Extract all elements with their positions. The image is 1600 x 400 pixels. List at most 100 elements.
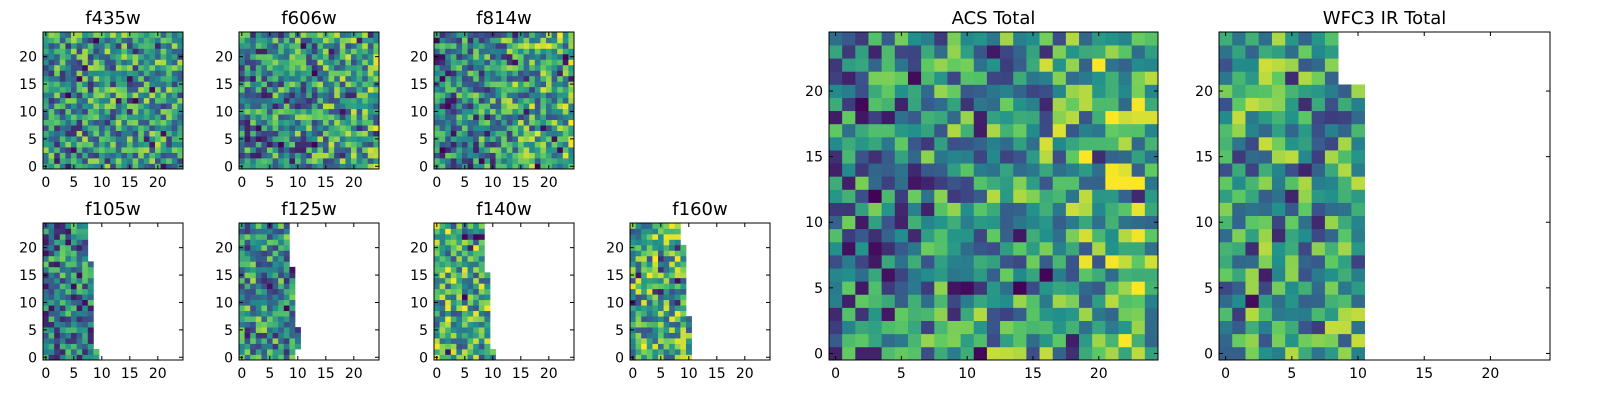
heatmap-cell: [255, 59, 262, 66]
heatmap-cell: [652, 349, 659, 355]
heatmap-cell: [473, 223, 480, 229]
heatmap-cell: [635, 266, 642, 273]
heatmap-cell: [1039, 45, 1054, 59]
heatmap-cell: [540, 108, 547, 115]
heatmap-cell: [1039, 202, 1054, 217]
heatmap-cell: [48, 53, 55, 60]
heatmap-cell: [82, 158, 89, 164]
heatmap-cell: [121, 70, 128, 77]
x-tick-label: 0: [432, 175, 441, 191]
heatmap-cell: [529, 70, 536, 77]
heatmap-cell: [272, 108, 279, 115]
heatmap-cell: [445, 299, 452, 306]
heatmap-cell: [311, 86, 318, 93]
heatmap-cell: [652, 266, 659, 273]
heatmap-cell: [680, 338, 687, 344]
heatmap-cell: [323, 108, 329, 115]
heatmap-cell: [546, 53, 552, 60]
heatmap-cell: [255, 294, 262, 301]
heatmap-cell: [300, 147, 307, 153]
heatmap-cell: [54, 332, 61, 339]
heatmap-cell: [339, 147, 346, 153]
heatmap-cell: [562, 163, 569, 170]
heatmap-cell: [568, 152, 575, 159]
heatmap-cell: [1258, 176, 1273, 190]
heatmap-cell: [250, 158, 257, 164]
heatmap-cell: [43, 233, 49, 240]
heatmap-cell: [171, 108, 178, 115]
heatmap-cell: [1118, 202, 1133, 217]
heatmap-cell: [1324, 150, 1339, 164]
heatmap-cell: [669, 343, 676, 350]
heatmap-cell: [462, 321, 468, 328]
heatmap-cell: [1271, 110, 1286, 125]
heatmap-cell: [54, 228, 61, 235]
heatmap-cell: [473, 59, 480, 66]
heatmap-cell: [1092, 150, 1106, 164]
heatmap-cell: [1039, 215, 1054, 230]
heatmap-cell: [99, 42, 105, 49]
heatmap-cell: [115, 136, 122, 142]
heatmap-cell: [842, 150, 856, 164]
heatmap-cell: [658, 327, 664, 333]
heatmap-cell: [160, 125, 167, 131]
heatmap-cell: [529, 86, 536, 93]
heatmap-cell: [283, 338, 290, 344]
heatmap-cell: [478, 119, 485, 126]
heatmap-cell: [289, 158, 296, 164]
heatmap-cell: [947, 136, 961, 151]
x-tick-label: 5: [265, 366, 274, 382]
heatmap-cell: [478, 310, 485, 317]
heatmap-cell: [239, 119, 245, 126]
heatmap-cell: [110, 152, 117, 159]
heatmap-cell: [272, 119, 279, 126]
heatmap-cell: [434, 233, 440, 240]
heatmap-cell: [1232, 320, 1246, 335]
heatmap-cell: [115, 37, 122, 44]
heatmap-cell: [921, 281, 935, 295]
heatmap-cell: [255, 86, 262, 93]
heatmap-cell: [367, 103, 374, 110]
heatmap-cell: [501, 81, 508, 88]
heatmap-cell: [1285, 320, 1299, 335]
heatmap-cell: [93, 354, 100, 361]
heatmap-cell: [171, 75, 178, 82]
heatmap-cell: [439, 261, 446, 268]
heatmap-cell: [551, 158, 558, 164]
heatmap-cell: [1144, 294, 1159, 308]
heatmap-cell: [1065, 71, 1080, 85]
heatmap-cell: [1000, 163, 1014, 177]
heatmap-cell: [1219, 58, 1233, 72]
heatmap-cell: [76, 250, 83, 257]
heatmap-cell: [261, 42, 268, 49]
heatmap-cell: [104, 92, 111, 99]
heatmap-cell: [907, 320, 922, 335]
heatmap-cells: [43, 223, 100, 361]
heatmap-cell: [456, 141, 463, 148]
heatmap-cell: [48, 158, 55, 164]
heatmap-cell: [272, 299, 279, 306]
heatmap-cell: [99, 114, 105, 121]
heatmap-cell: [1026, 136, 1040, 151]
heatmap-cell: [1000, 320, 1014, 335]
heatmap-cell: [1271, 281, 1286, 295]
y-tick-label: 15: [19, 77, 37, 93]
x-tick-label: 20: [149, 175, 167, 191]
heatmap-cell: [501, 53, 508, 60]
heatmap-cell: [48, 338, 55, 344]
heatmap-cell: [1065, 58, 1080, 72]
heatmap-cell: [138, 136, 145, 142]
heatmap-cell: [456, 114, 463, 121]
heatmap-cell: [1000, 281, 1014, 295]
heatmap-cell: [59, 75, 66, 82]
heatmap-cell: [630, 250, 636, 257]
heatmap-cell: [518, 48, 524, 55]
heatmap-cell: [317, 108, 324, 115]
heatmap-cell: [339, 163, 346, 170]
heatmap-cell: [278, 42, 285, 49]
heatmap-cell: [473, 136, 480, 142]
heatmap-cell: [76, 152, 83, 159]
heatmap-cell: [99, 59, 105, 66]
heatmap-cell: [110, 108, 117, 115]
